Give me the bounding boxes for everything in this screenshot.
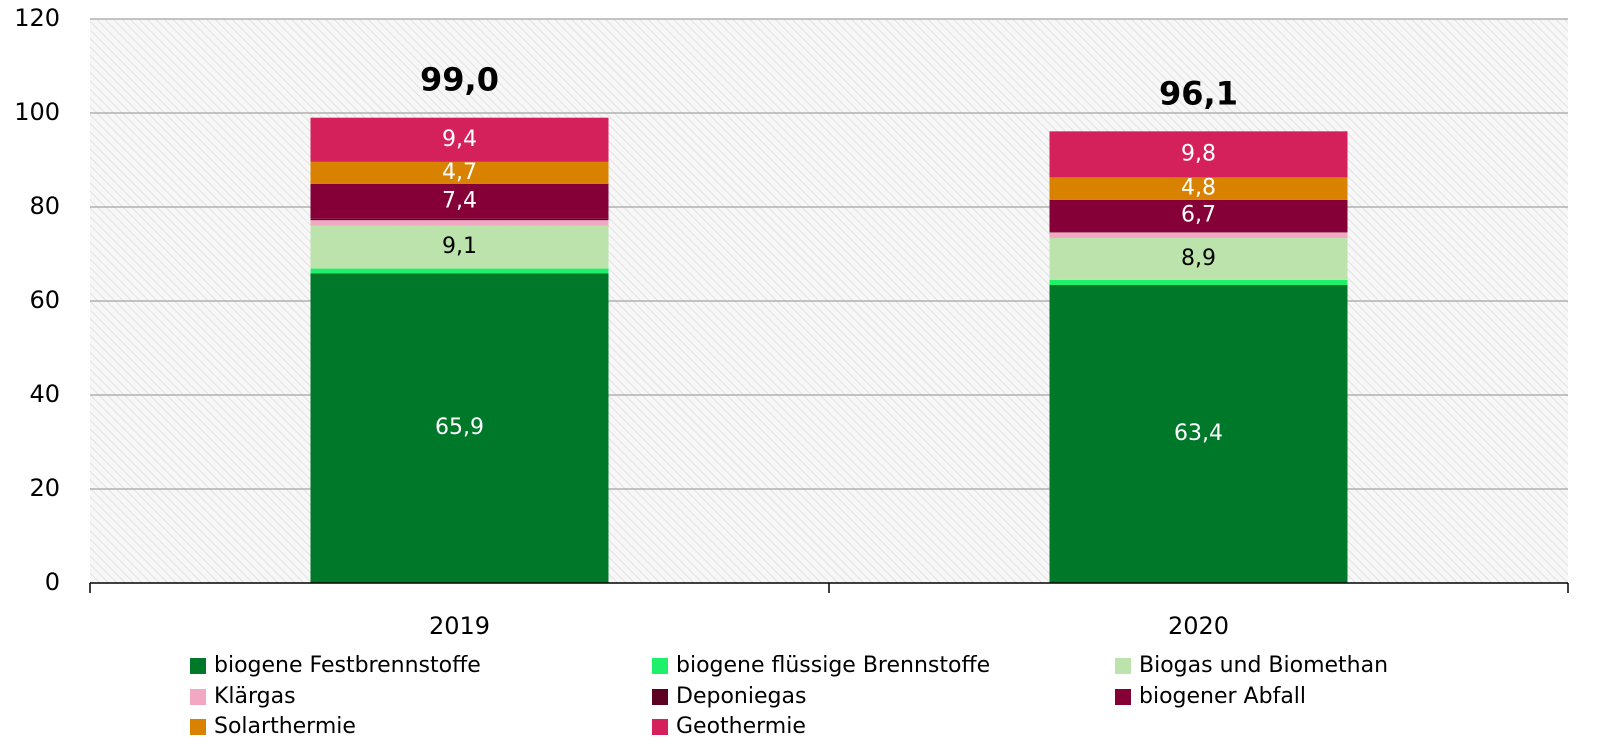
data-label: 6,7 (1181, 203, 1216, 228)
data-label: 9,1 (442, 234, 477, 259)
legend-swatch (190, 658, 206, 674)
bar-segment (310, 225, 609, 269)
legend-swatch (190, 689, 206, 705)
legend-label: Biogas und Biomethan (1139, 653, 1388, 678)
data-label: 4,8 (1181, 176, 1216, 201)
legend-label: Klärgas (214, 684, 296, 709)
legend-label: Solarthermie (214, 714, 356, 739)
x-tick-label: 2019 (429, 612, 490, 640)
y-tick-label: 80 (29, 192, 60, 220)
legend-swatch (1115, 689, 1131, 705)
legend-label: biogene Festbrennstoffe (214, 653, 481, 678)
bar-segment (310, 117, 609, 162)
data-label: 63,4 (1174, 421, 1223, 446)
legend-swatch (190, 719, 206, 735)
bar-segment (1049, 231, 1348, 233)
legend-swatch (652, 658, 668, 674)
legend-label: biogene flüssige Brennstoffe (676, 653, 990, 678)
bar-segment (1049, 199, 1348, 232)
legend-swatch (1115, 658, 1131, 674)
bar-segment (1049, 131, 1348, 178)
bar-segment (310, 220, 609, 226)
legend-label: biogener Abfall (1139, 684, 1306, 709)
bar-segment (310, 273, 609, 583)
data-label: 9,8 (1181, 141, 1216, 166)
data-label: 65,9 (435, 415, 484, 440)
bar-segment (1049, 177, 1348, 200)
total-label: 96,1 (1159, 74, 1238, 112)
y-tick-label: 60 (29, 286, 60, 314)
legend-swatch (652, 689, 668, 705)
y-tick-label: 40 (29, 380, 60, 408)
data-label: 4,7 (442, 160, 477, 185)
bar-segment (310, 183, 609, 219)
data-label: 8,9 (1181, 246, 1216, 271)
y-tick-label: 0 (45, 568, 60, 596)
bar-segment (310, 268, 609, 274)
legend-swatch (652, 719, 668, 735)
y-tick-label: 100 (14, 98, 60, 126)
bar-segment (1049, 232, 1348, 239)
legend-label: Deponiegas (676, 684, 806, 709)
data-label: 7,4 (442, 188, 477, 213)
x-tick-label: 2020 (1168, 612, 1229, 640)
bar-segment (1049, 238, 1348, 280)
legend-label: Geothermie (676, 714, 806, 739)
total-label: 99,0 (420, 61, 499, 99)
bar-segment (310, 161, 609, 184)
y-tick-label: 120 (14, 4, 60, 32)
y-tick-label: 20 (29, 474, 60, 502)
data-label: 9,4 (442, 127, 477, 152)
bar-segment (310, 218, 609, 221)
bar-segment (1049, 279, 1348, 286)
bar-segment (1049, 285, 1348, 583)
